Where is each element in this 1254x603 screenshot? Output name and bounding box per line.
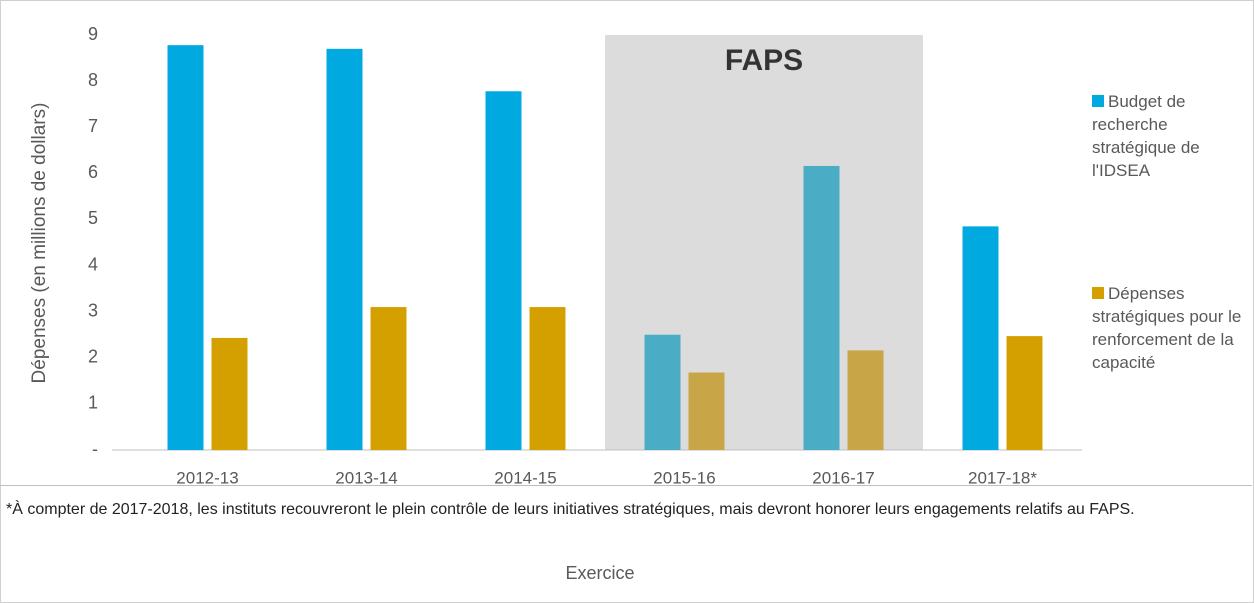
bar: [688, 372, 725, 450]
bar: [211, 337, 248, 450]
bar: [485, 91, 522, 450]
bar: [167, 45, 204, 451]
y-tick-label: 8: [88, 70, 98, 90]
y-tick-label: 7: [88, 116, 98, 136]
x-tick-label: 2017-18*: [968, 468, 1037, 487]
bar: [962, 226, 999, 450]
y-tick-label: 1: [88, 393, 98, 413]
x-axis-title: Exercice: [565, 563, 634, 583]
bar: [644, 334, 681, 450]
legend-swatch: [1092, 95, 1104, 107]
legend-item: Dépenses stratégiques pour le renforceme…: [1092, 282, 1252, 374]
legend-label: Budget de recherche stratégique de l'IDS…: [1092, 92, 1200, 180]
y-tick-label: 5: [88, 208, 98, 228]
y-tick-label: 2: [88, 347, 98, 367]
y-tick-label: -: [92, 439, 98, 459]
legend-label: Dépenses stratégiques pour le renforceme…: [1092, 284, 1242, 372]
footnote-box: *À compter de 2017-2018, les instituts r…: [0, 485, 1252, 602]
x-tick-label: 2016-17: [812, 468, 874, 487]
legend-swatch: [1092, 287, 1104, 299]
y-axis-title: Dépenses (en millions de dollars): [29, 103, 50, 384]
bar: [1006, 336, 1043, 450]
y-tick-label: 4: [88, 254, 98, 274]
y-tick-label: 6: [88, 162, 98, 182]
x-tick-label: 2013-14: [335, 468, 397, 487]
x-tick-label: 2014-15: [494, 468, 556, 487]
legend-item: Budget de recherche stratégique de l'IDS…: [1092, 90, 1252, 182]
highlight-label: FAPS: [725, 44, 803, 77]
x-tick-label: 2015-16: [653, 468, 715, 487]
bar: [529, 307, 566, 450]
x-tick-label: 2012-13: [176, 468, 238, 487]
footnote: *À compter de 2017-2018, les instituts r…: [6, 501, 1135, 518]
bar: [326, 48, 363, 450]
bar: [370, 307, 407, 450]
y-tick-label: 9: [88, 24, 98, 44]
bar: [847, 350, 884, 450]
y-tick-label: 3: [88, 300, 98, 320]
bar: [803, 165, 840, 450]
